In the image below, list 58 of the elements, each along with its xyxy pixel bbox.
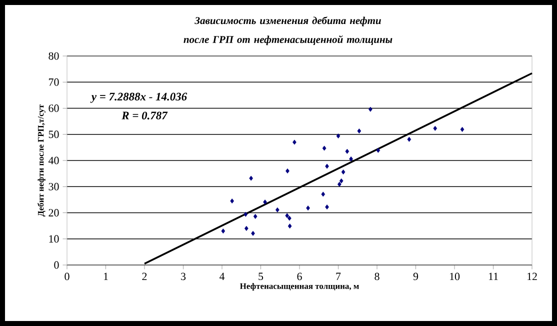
y-tick-label: 80 — [48, 52, 59, 60]
point — [263, 200, 267, 205]
x-tick-label: 2 — [142, 272, 147, 280]
x-tick-label: 8 — [374, 272, 380, 280]
y-tick-label: 70 — [48, 78, 59, 86]
x-tick-label: 9 — [413, 272, 418, 280]
annotation: R = 0.787 — [122, 112, 168, 120]
point — [244, 212, 248, 217]
point — [286, 168, 290, 174]
point — [321, 192, 326, 197]
point — [288, 216, 292, 221]
point — [339, 178, 344, 184]
point — [407, 136, 412, 142]
point — [276, 207, 280, 212]
x-tick-label: 6 — [297, 272, 302, 280]
point — [253, 214, 258, 219]
point — [285, 213, 290, 218]
y-tick-label: 10 — [49, 235, 59, 243]
y-tick-label: 40 — [48, 156, 59, 164]
x-tick-label: 3 — [181, 272, 186, 280]
point — [338, 182, 342, 187]
point — [306, 206, 310, 211]
point — [357, 128, 362, 134]
y-axis-title: Дебит нефти после ГРП,т/сут — [38, 104, 46, 217]
x-tick-label: 1 — [104, 272, 108, 280]
chart-title: Зависимость изменения дебита нефти после ГРП от нефтенасыщенной толщины — [184, 16, 392, 46]
x-tick-label: 7 — [336, 272, 341, 280]
x-tick-label: 10 — [450, 272, 460, 280]
x-tick-label: 4 — [219, 272, 225, 280]
y-tick-label: 30 — [48, 182, 59, 190]
annotation: y = 7.2888x - 14.036 — [90, 92, 188, 103]
x-tick-label: 12 — [528, 272, 537, 280]
point — [368, 106, 372, 112]
point — [292, 140, 296, 145]
x-tick-label: 5 — [258, 272, 264, 280]
point — [288, 224, 292, 229]
point — [336, 133, 340, 138]
point — [244, 226, 248, 231]
point — [349, 156, 353, 162]
point — [433, 126, 438, 131]
point — [341, 170, 346, 174]
x-axis-title: Нефтенасыщенная толщина, м — [240, 283, 359, 291]
point — [230, 198, 234, 204]
x-tick-label: 0 — [64, 272, 70, 280]
y-tick-label: 0 — [54, 261, 59, 269]
y-tick-label: 60 — [48, 104, 59, 112]
point — [376, 148, 380, 153]
point — [221, 228, 226, 234]
y-tick-label: 20 — [48, 209, 59, 216]
x-tick-label: 11 — [488, 272, 498, 280]
point — [345, 148, 350, 154]
point — [325, 204, 329, 210]
point — [322, 146, 326, 151]
point — [325, 164, 329, 169]
point — [460, 126, 464, 132]
point — [249, 176, 253, 181]
point — [251, 230, 255, 236]
y-tick-label: 50 — [48, 130, 59, 138]
